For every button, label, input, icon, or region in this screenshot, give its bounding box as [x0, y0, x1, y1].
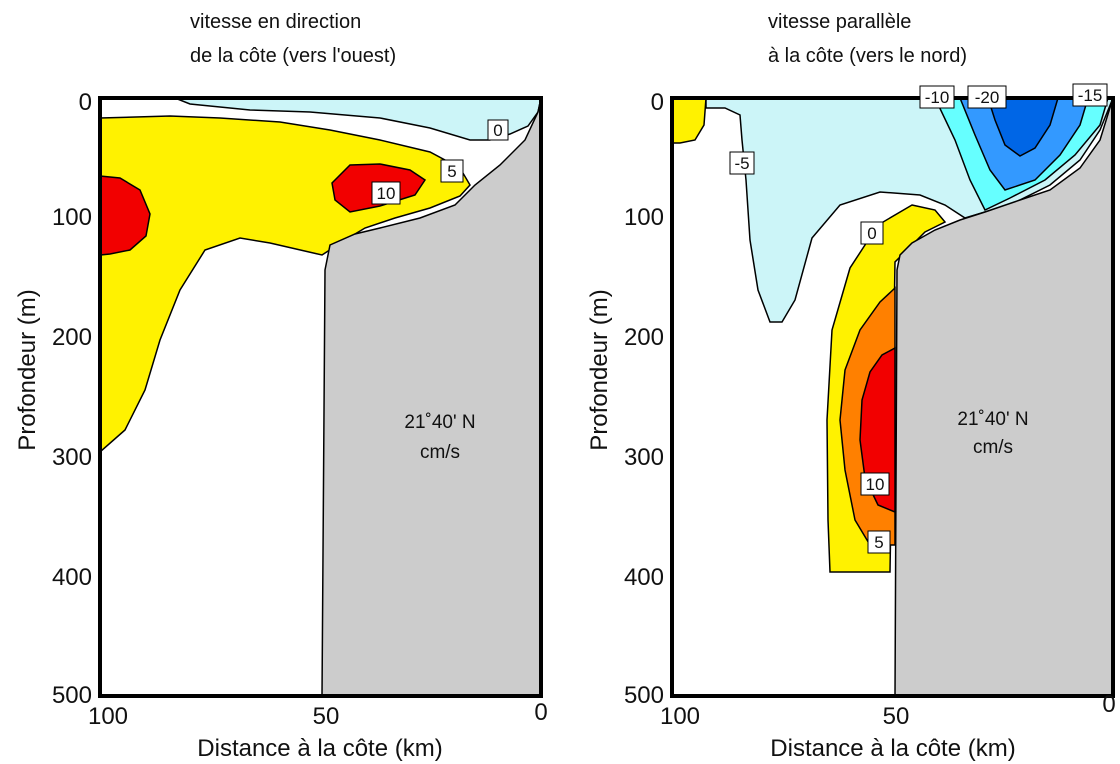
svg-text:5: 5	[874, 533, 883, 552]
right-contour-label-0: 0	[860, 221, 884, 245]
right-landmass	[894, 97, 1114, 697]
svg-text:5: 5	[447, 162, 456, 181]
left-annotation-units: cm/s	[420, 442, 460, 463]
left-contour-label-5: 5	[440, 159, 464, 183]
left-x-tick-50: 50	[313, 703, 340, 730]
right-y-tick-400: 400	[624, 564, 664, 591]
right-contour-label-minus5: -5	[729, 151, 755, 175]
left-y-tick-300: 300	[52, 444, 92, 471]
right-x-tick-100: 100	[660, 703, 700, 730]
right-contour-label-minus10: -10	[919, 85, 955, 109]
left-panel: vitesse en direction de la côte (vers l'…	[14, 11, 548, 762]
left-y-tick-500: 500	[52, 682, 92, 709]
svg-text:10: 10	[377, 184, 396, 203]
right-annotation-units: cm/s	[973, 437, 1013, 458]
left-x-axis-label: Distance à la côte (km)	[197, 735, 442, 762]
left-title-line-1: vitesse en direction	[190, 11, 361, 33]
right-minus20-region	[986, 97, 1060, 157]
right-fifteen-region	[859, 346, 896, 514]
right-y-tick-200: 200	[624, 324, 664, 351]
left-y-tick-100: 100	[52, 204, 92, 231]
left-x-ticks: 100 50 0	[88, 699, 548, 730]
right-y-ticks: 0 100 200 300 400 500	[624, 89, 664, 709]
right-x-axis-label: Distance à la côte (km)	[770, 735, 1015, 762]
left-y-tick-0: 0	[79, 89, 92, 116]
left-annotation-latitude: 21˚40' N	[404, 412, 475, 433]
right-contour-label-minus20: -20	[967, 85, 1007, 109]
svg-text:0: 0	[867, 224, 876, 243]
left-contour-label-10: 10	[371, 181, 401, 205]
svg-text:-15: -15	[1078, 86, 1103, 105]
right-plot-frame	[670, 96, 1115, 698]
right-y-axis-label: Profondeur (m)	[586, 289, 613, 450]
right-x-tick-0: 0	[1102, 691, 1115, 718]
left-title-line-2: de la côte (vers l'ouest)	[190, 45, 396, 67]
right-contour-label-10: 10	[860, 472, 890, 496]
right-title-line-2: à la côte (vers le nord)	[768, 45, 967, 67]
left-x-tick-100: 100	[88, 703, 128, 730]
left-y-tick-400: 400	[52, 564, 92, 591]
left-contour-label-0: 0	[487, 119, 509, 141]
right-contour-label-5: 5	[867, 530, 891, 554]
left-plot-frame	[98, 96, 543, 698]
right-y-tick-0: 0	[651, 89, 664, 116]
svg-text:-20: -20	[975, 88, 1000, 107]
left-y-ticks: 0 100 200 300 400 500	[52, 89, 92, 709]
svg-text:-10: -10	[925, 88, 950, 107]
right-title-line-1: vitesse parallèle	[768, 11, 911, 33]
right-x-tick-50: 50	[883, 703, 910, 730]
right-y-tick-100: 100	[624, 204, 664, 231]
right-contour-label-minus15: -15	[1072, 83, 1108, 107]
svg-text:-5: -5	[734, 154, 749, 173]
left-x-tick-0: 0	[534, 699, 547, 726]
svg-text:10: 10	[866, 475, 885, 494]
right-annotation-latitude: 21˚40' N	[957, 409, 1028, 430]
left-y-tick-200: 200	[52, 324, 92, 351]
right-y-tick-300: 300	[624, 444, 664, 471]
right-x-ticks: 100 50 0	[660, 691, 1116, 730]
left-y-axis-label: Profondeur (m)	[14, 289, 41, 450]
left-landmass	[321, 97, 542, 697]
right-panel: vitesse parallèle à la côte (vers le nor…	[586, 11, 1116, 762]
svg-text:0: 0	[493, 121, 502, 140]
right-y-tick-500: 500	[624, 682, 664, 709]
left-ten-region-west	[99, 175, 151, 256]
